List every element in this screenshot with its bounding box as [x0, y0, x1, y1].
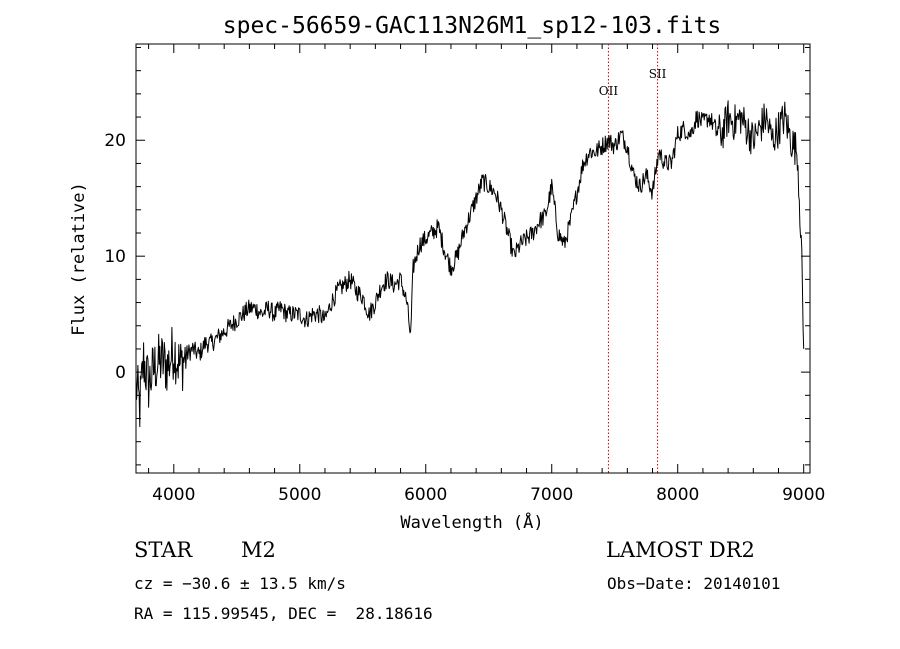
survey-name: LAMOST DR2 — [606, 538, 755, 562]
y-axis-label: Flux (relative) — [69, 182, 89, 336]
emission-line-markers: OII SII — [599, 44, 667, 473]
redshift-velocity: cz = −30.6 ± 13.5 km/s — [134, 574, 346, 593]
axis-ticks: 4000 5000 6000 7000 8000 9000 0 10 20 — [104, 44, 825, 505]
y-tick-label: 10 — [104, 247, 126, 267]
y-tick-label: 0 — [115, 363, 126, 383]
emission-line-label: OII — [599, 84, 619, 98]
x-tick-label: 8000 — [656, 485, 699, 505]
chart-title: spec-56659-GAC113N26M1_sp12-103.fits — [223, 13, 722, 39]
x-tick-label: 4000 — [152, 485, 195, 505]
plot-frame — [135, 43, 811, 474]
object-subclass: M2 — [241, 538, 276, 562]
spectrum-line — [135, 100, 805, 428]
y-tick-label: 20 — [104, 131, 126, 151]
emission-line-label: SII — [649, 67, 667, 81]
x-tick-label: 5000 — [278, 485, 321, 505]
x-tick-label: 9000 — [782, 485, 825, 505]
spectrum-series — [135, 100, 805, 428]
x-axis-label: Wavelength (Å) — [400, 511, 543, 533]
observation-date: Obs−Date: 20140101 — [607, 574, 781, 593]
coordinates: RA = 115.99545, DEC = 28.18616 — [134, 604, 433, 623]
object-type: STAR — [134, 538, 193, 562]
x-tick-label: 7000 — [530, 485, 573, 505]
x-tick-label: 6000 — [404, 485, 447, 505]
